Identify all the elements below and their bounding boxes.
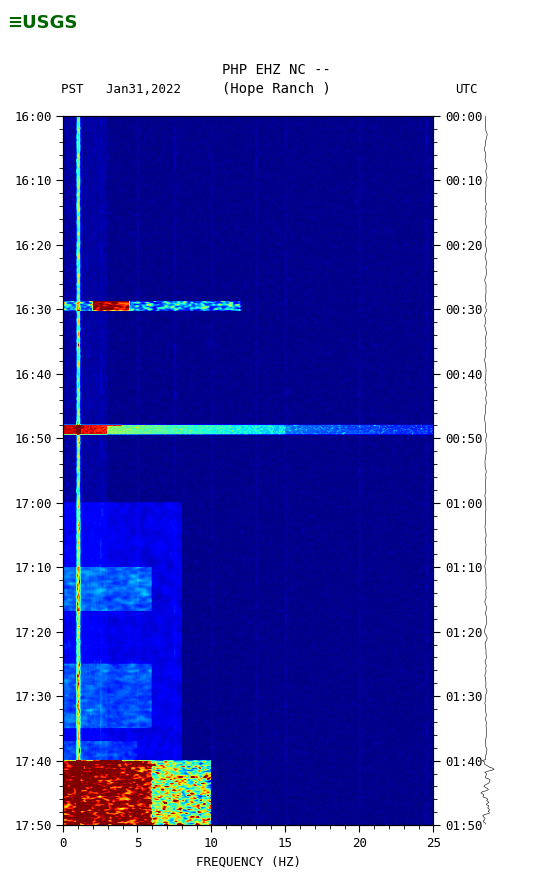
X-axis label: FREQUENCY (HZ): FREQUENCY (HZ) — [196, 855, 301, 869]
Text: (Hope Ranch ): (Hope Ranch ) — [221, 82, 331, 96]
Text: PST   Jan31,2022: PST Jan31,2022 — [61, 83, 181, 95]
Text: UTC: UTC — [455, 83, 478, 95]
Text: PHP EHZ NC --: PHP EHZ NC -- — [221, 62, 331, 77]
Text: ≡USGS: ≡USGS — [8, 14, 78, 32]
